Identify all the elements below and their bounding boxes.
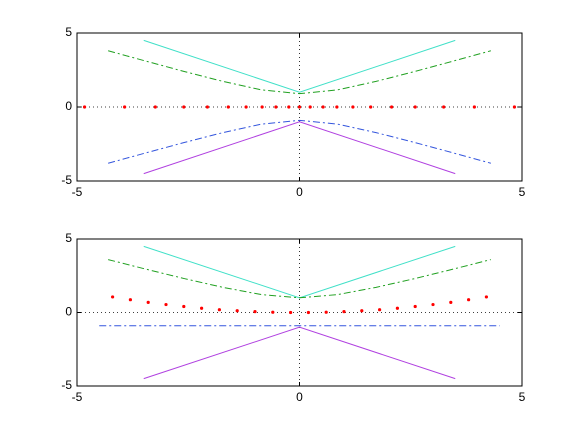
data-point — [467, 298, 471, 302]
data-point — [244, 105, 248, 109]
y-tick-label: 5 — [65, 231, 72, 245]
data-point — [442, 105, 446, 109]
data-point — [111, 295, 115, 299]
data-point — [128, 298, 132, 302]
data-point — [472, 105, 476, 109]
data-point — [146, 300, 150, 304]
data-point — [369, 105, 373, 109]
data-point — [274, 105, 278, 109]
data-point — [484, 295, 488, 299]
data-point — [390, 105, 394, 109]
series-line — [108, 259, 491, 299]
data-point — [321, 105, 325, 109]
data-point — [289, 310, 293, 315]
x-tick-label: -5 — [72, 390, 83, 404]
data-point — [200, 306, 204, 310]
y-tick-label: -5 — [61, 378, 72, 392]
data-point — [306, 310, 310, 315]
data-point — [413, 304, 417, 309]
series-line — [108, 50, 491, 95]
series-line — [143, 39, 456, 93]
x-tick-label: 5 — [519, 390, 526, 404]
data-point — [413, 105, 417, 109]
data-point — [449, 300, 453, 304]
x-tick-label: 0 — [296, 390, 303, 404]
data-point — [308, 105, 312, 109]
data-point — [297, 105, 302, 109]
data-point — [205, 105, 209, 109]
x-tick-label: 5 — [519, 185, 526, 199]
data-point — [512, 105, 517, 109]
series-line — [143, 121, 456, 175]
data-point — [287, 105, 291, 109]
data-point — [335, 105, 339, 109]
y-tick-label: 5 — [65, 25, 72, 39]
y-tick-label: 0 — [65, 305, 72, 319]
data-point — [182, 304, 186, 309]
y-tick-label: 0 — [65, 99, 72, 113]
x-tick-label: -5 — [72, 185, 83, 199]
data-point — [82, 105, 87, 109]
data-point — [351, 105, 355, 109]
data-point — [378, 308, 382, 312]
data-point — [360, 309, 364, 313]
data-point — [260, 105, 264, 109]
series-line — [143, 326, 456, 380]
data-point — [235, 309, 239, 313]
data-point — [395, 306, 399, 310]
data-point — [164, 302, 168, 307]
data-point — [217, 308, 221, 312]
data-point — [253, 310, 257, 314]
data-point — [182, 105, 186, 109]
y-tick-label: -5 — [61, 173, 72, 187]
data-point — [153, 105, 157, 109]
x-tick-label: 0 — [296, 185, 303, 199]
data-point — [431, 302, 435, 307]
data-point — [123, 105, 127, 109]
series-line — [108, 119, 491, 164]
data-point — [226, 105, 230, 109]
data-point — [324, 310, 328, 314]
data-point — [271, 310, 275, 314]
data-point — [342, 310, 346, 314]
